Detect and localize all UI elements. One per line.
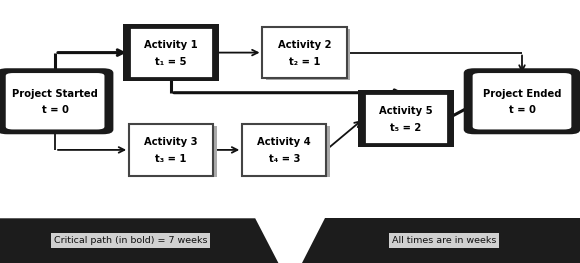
FancyBboxPatch shape [123, 24, 219, 81]
Text: Activity 2: Activity 2 [278, 40, 331, 50]
Text: Activity 4: Activity 4 [258, 137, 311, 147]
Text: t₃ = 1: t₃ = 1 [155, 154, 187, 164]
Text: Project Ended: Project Ended [483, 89, 561, 99]
Text: t₄ = 3: t₄ = 3 [269, 154, 300, 164]
Text: t = 0: t = 0 [42, 105, 68, 115]
FancyBboxPatch shape [477, 74, 574, 132]
Text: Activity 5: Activity 5 [379, 106, 433, 116]
Text: Activity 1: Activity 1 [144, 40, 198, 50]
FancyBboxPatch shape [129, 27, 213, 78]
FancyBboxPatch shape [368, 94, 451, 146]
FancyBboxPatch shape [132, 126, 216, 177]
FancyBboxPatch shape [132, 29, 216, 80]
FancyBboxPatch shape [129, 124, 213, 176]
Text: Critical path (in bold) = 7 weeks: Critical path (in bold) = 7 weeks [54, 236, 207, 245]
FancyBboxPatch shape [5, 72, 106, 131]
Text: All times are in weeks: All times are in weeks [392, 236, 496, 245]
Polygon shape [302, 218, 580, 263]
Text: Project Started: Project Started [12, 89, 98, 99]
FancyBboxPatch shape [262, 27, 347, 78]
FancyBboxPatch shape [364, 93, 448, 144]
FancyBboxPatch shape [10, 74, 108, 132]
Text: t₂ = 1: t₂ = 1 [289, 57, 320, 67]
Text: t₅ = 2: t₅ = 2 [390, 123, 422, 133]
Text: t = 0: t = 0 [509, 105, 535, 115]
FancyBboxPatch shape [358, 90, 454, 147]
FancyBboxPatch shape [0, 68, 113, 134]
Text: Activity 3: Activity 3 [144, 137, 198, 147]
FancyBboxPatch shape [242, 124, 326, 176]
FancyBboxPatch shape [464, 68, 580, 134]
FancyBboxPatch shape [471, 72, 572, 131]
Text: t₁ = 5: t₁ = 5 [155, 57, 187, 67]
Polygon shape [0, 218, 278, 263]
FancyBboxPatch shape [246, 126, 329, 177]
FancyBboxPatch shape [266, 29, 350, 80]
